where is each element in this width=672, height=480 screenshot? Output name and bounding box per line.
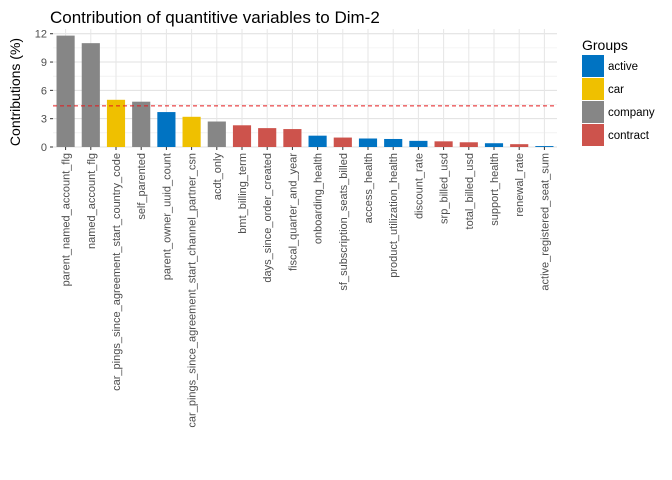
legend-items: active car company contract <box>582 55 655 146</box>
x-tick-label: days_since_order_created <box>262 153 274 283</box>
legend-swatch <box>582 124 604 146</box>
x-tick-label: parent_named_account_flg <box>61 153 73 286</box>
y-axis-label: Contributions (%) <box>7 38 23 146</box>
legend-label: company <box>608 107 655 119</box>
x-tick-label: total_billed_usd <box>464 153 476 229</box>
grid-lines <box>53 29 557 148</box>
legend-label: contract <box>608 130 650 142</box>
y-tick-label: 12 <box>35 29 47 41</box>
legend-title: Groups <box>582 37 628 53</box>
chart-title: Contribution of quantitive variables to … <box>50 8 380 27</box>
legend-swatch <box>582 101 604 123</box>
x-tick-label: fiscal_quarter_and_year <box>287 153 299 271</box>
y-tick-label: 0 <box>41 142 47 154</box>
legend-swatch <box>582 78 604 100</box>
x-tick-label: active_registered_seat_sum <box>539 153 551 291</box>
bar: car_pings_since_agreement_start_channel_… <box>182 116 201 147</box>
x-tick-label: onboarding_health <box>313 153 325 244</box>
x-tick-label: parent_owner_uuid_count <box>161 153 173 280</box>
bar: parent_named_account_flg: 11.8 <box>56 35 75 147</box>
x-axis-ticks: parent_named_account_flg named_account_fl… <box>61 147 551 428</box>
x-tick-label: bmt_billing_term <box>237 153 249 234</box>
x-tick-label: named_account_flg <box>86 153 98 249</box>
x-tick-label: discount_rate <box>413 153 425 219</box>
x-tick-label: self_parented <box>136 153 148 220</box>
bar: active_registered_seat_sum: 0.1 <box>535 146 554 147</box>
x-tick-label: srp_billed_usd <box>439 153 451 224</box>
x-tick-label: car_pings_since_agreement_start_country_… <box>111 153 123 391</box>
bars: parent_named_account_flg: 11.8 named_acco… <box>56 35 554 147</box>
legend: Groups active car company contract <box>582 37 655 146</box>
x-tick-label: product_utilization_health <box>388 153 400 278</box>
bar: self_parented: 4.8 <box>132 101 151 147</box>
bar: support_health: 0.4 <box>484 143 504 147</box>
bar: srp_billed_usd: 0.6 <box>434 141 453 147</box>
bar: discount_rate: 0.65 <box>409 140 428 147</box>
bar: fiscal_quarter_and_year: 1.9 <box>283 129 302 147</box>
y-tick-label: 3 <box>41 114 47 126</box>
legend-swatch <box>582 55 604 77</box>
x-tick-label: acdt_only <box>212 153 224 201</box>
bar: access_health: 0.9 <box>358 138 378 147</box>
bar: bmt_billing_term: 2.3 <box>232 125 252 147</box>
bar: days_since_order_created: 2 <box>258 128 277 147</box>
bar: acdt_only: 2.7 <box>207 121 226 147</box>
bar: car_pings_since_agreement_start_country_… <box>106 99 126 147</box>
legend-label: car <box>608 84 624 96</box>
x-tick-label: sf_subscription_seats_billed <box>338 153 350 291</box>
x-tick-label: support_health <box>489 153 501 226</box>
legend-label: active <box>608 61 638 73</box>
x-tick-label: car_pings_since_agreement_start_channel_… <box>187 153 199 428</box>
bar: parent_owner_uuid_count: 3.7 <box>157 112 176 147</box>
x-tick-label: access_health <box>363 153 375 223</box>
bar: total_billed_usd: 0.5 <box>459 142 478 147</box>
bar: sf_subscription_seats_billed: 1 <box>333 137 352 147</box>
bar: onboarding_health: 1.2 <box>308 135 327 147</box>
bar: renewal_rate: 0.3 <box>510 144 529 147</box>
x-tick-label: renewal_rate <box>514 153 526 217</box>
y-axis-ticks: 0 3 6 9 12 <box>35 29 53 154</box>
y-tick-label: 9 <box>41 57 47 69</box>
bar: named_account_flg: 11 <box>81 43 100 147</box>
y-tick-label: 6 <box>41 85 47 97</box>
bar: product_utilization_health: 0.85 <box>384 138 403 147</box>
